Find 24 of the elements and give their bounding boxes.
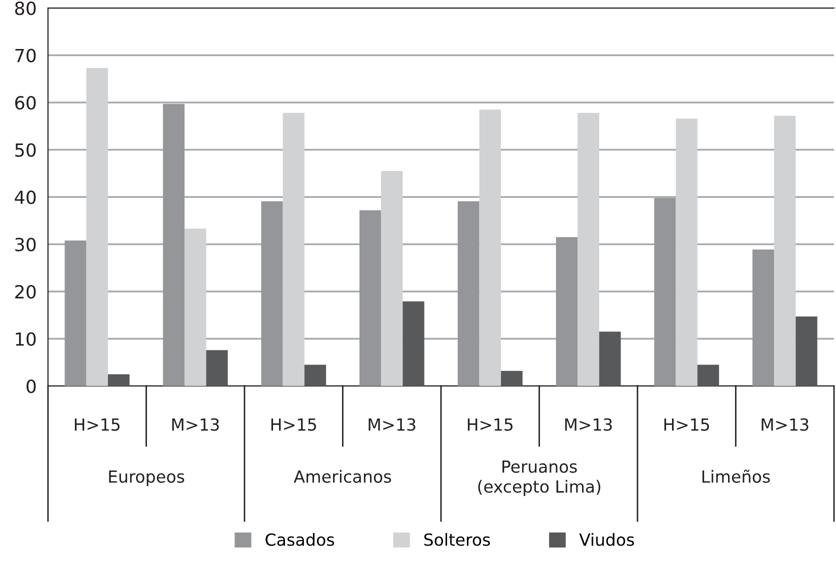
x-tick-label: H>15 (74, 418, 120, 431)
text: Europeos (109, 470, 184, 486)
x-tick-label: H>15 (271, 418, 316, 431)
y-tick-label: 40 (14, 190, 36, 204)
legend-label: Solteros (424, 533, 490, 546)
x-tick-label: H>15 (468, 418, 513, 431)
y-tick-label: 80 (15, 1, 36, 16)
text: Limeños (702, 470, 770, 483)
legend-label: Viudos (579, 533, 634, 546)
y-tick-label: 0 (26, 379, 36, 394)
y-tick-label: 10 (16, 332, 36, 346)
text: Peruanos (excepto Lima) (478, 460, 600, 496)
text: Americanos (294, 470, 392, 483)
x-tick-label: M>13 (368, 418, 416, 431)
y-tick-label: 60 (15, 96, 36, 110)
x-tick-label: H>15 (664, 418, 710, 431)
x-tick-label: M>13 (762, 418, 808, 431)
y-tick-label: 70 (15, 48, 36, 62)
y-tick-label: 20 (15, 284, 36, 299)
y-tick-label: 30 (15, 238, 36, 252)
legend-label: Casados (266, 533, 334, 546)
x-tick-label: M>13 (172, 418, 219, 431)
y-tick-label: 50 (15, 143, 36, 157)
x-tick-label: M>13 (565, 418, 612, 431)
